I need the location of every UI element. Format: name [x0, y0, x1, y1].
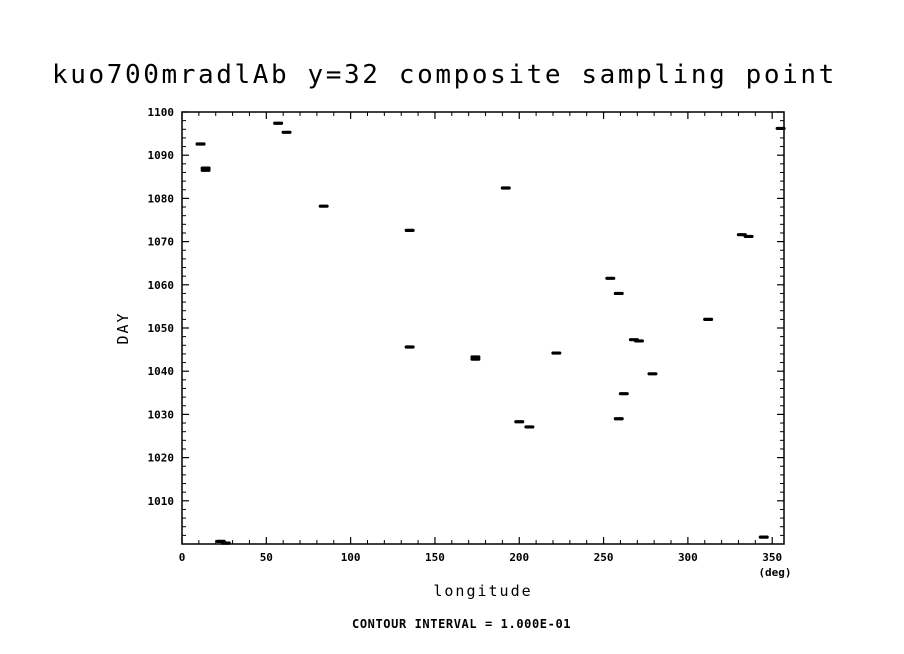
x-tick-label: 200 [509, 551, 529, 564]
data-point [703, 317, 714, 321]
x-tick-label: 300 [678, 551, 698, 564]
data-point [743, 234, 754, 239]
data-point [404, 345, 415, 349]
y-tick-label: 1080 [148, 192, 175, 205]
x-tick-label: 0 [179, 551, 186, 564]
chart-title: kuo700mradlAb y=32 composite sampling po… [52, 60, 837, 90]
data-point [281, 130, 292, 134]
x-axis: 0 50 100 150 200 250 300 350 [179, 112, 782, 564]
data-point [775, 126, 786, 131]
data-points [195, 121, 786, 545]
x-tick-label: 150 [425, 551, 445, 564]
y-tick-label: 1030 [148, 408, 175, 421]
data-point [605, 276, 616, 280]
data-point [500, 186, 511, 190]
data-point [514, 420, 525, 424]
y-tick-label: 1050 [148, 322, 175, 335]
data-point [613, 291, 624, 296]
x-axis-unit: (deg) [758, 566, 791, 579]
y-tick-label: 1040 [148, 365, 175, 378]
data-point [618, 392, 629, 396]
data-point [195, 142, 206, 146]
y-tick-label: 1020 [148, 452, 175, 465]
data-point [220, 541, 231, 545]
data-point [758, 535, 769, 539]
y-tick-label: 1060 [148, 279, 175, 292]
y-axis-title: DAY [114, 311, 132, 344]
y-tick-label: 1100 [148, 106, 175, 119]
x-tick-label: 100 [341, 551, 361, 564]
data-point [404, 228, 415, 232]
data-point [647, 372, 658, 376]
data-point [613, 417, 624, 421]
data-point [470, 357, 481, 361]
y-axis: 1010 1020 1030 1040 1050 1060 1070 1080 1090 1100 [148, 106, 784, 536]
x-axis-title: longitude [433, 582, 532, 600]
contour-interval-note: CONTOUR INTERVAL = 1.000E-01 [352, 617, 572, 631]
x-tick-label: 350 [762, 551, 782, 564]
data-point [551, 351, 562, 355]
y-tick-label: 1090 [148, 149, 175, 162]
y-tick-label: 1010 [148, 495, 175, 508]
data-point [318, 204, 329, 208]
x-tick-label: 50 [260, 551, 273, 564]
x-tick-label: 250 [594, 551, 614, 564]
data-point [200, 168, 211, 172]
data-point [633, 339, 644, 343]
plot-frame [181, 111, 785, 545]
data-point [524, 425, 535, 429]
data-point [273, 121, 284, 125]
y-tick-label: 1070 [148, 236, 175, 249]
